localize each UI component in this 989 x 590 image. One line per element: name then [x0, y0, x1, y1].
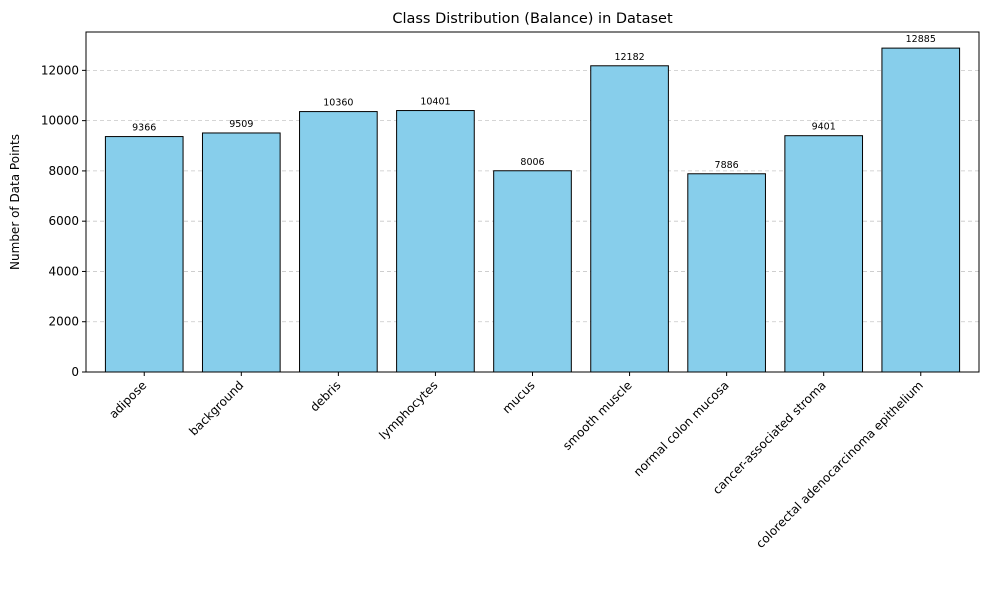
bar-value-label: 8006 [520, 157, 544, 168]
bar-value-label: 7886 [715, 160, 739, 171]
bar-value-label: 10360 [323, 98, 353, 109]
y-tick-label: 4000 [48, 264, 79, 278]
bar [104, 136, 184, 373]
bar-value-label: 9401 [812, 122, 836, 133]
x-tick-label: normal colon mucosa [631, 378, 732, 479]
bar [881, 47, 961, 373]
y-tick-label: 8000 [48, 164, 79, 178]
x-axis: adipose background debris lymphocytes mucus s… [106, 372, 926, 551]
x-tick-label: cancer-associated stroma [710, 378, 829, 497]
x-tick-label: debris [307, 378, 343, 414]
bar-value-label: 12182 [614, 52, 644, 63]
x-tick-label: adipose [106, 378, 149, 421]
y-tick-label: 0 [71, 365, 79, 379]
x-tick-label: mucus [500, 378, 538, 416]
x-tick-label: lymphocytes [376, 378, 440, 442]
y-tick-label: 12000 [41, 63, 79, 77]
x-tick-label: smooth muscle [560, 378, 635, 453]
y-tick-label: 2000 [48, 315, 79, 329]
bar [396, 110, 475, 373]
bar [493, 170, 572, 373]
bar [590, 65, 669, 373]
bar-value-label: 12885 [906, 34, 936, 45]
y-axis-label: Number of Data Points [8, 134, 22, 270]
bar-value-label: 9366 [132, 123, 156, 134]
bars-group [104, 47, 961, 373]
bar [201, 132, 281, 373]
bar-value-label: 10401 [420, 97, 450, 108]
bar-value-label: 9509 [229, 119, 253, 130]
x-tick-label: colorectal adenocarcinoma epithelium [753, 378, 926, 551]
y-axis: 0 2000 4000 6000 8000 10000 12000 [41, 63, 86, 379]
x-tick-label: background [186, 378, 246, 438]
bar [784, 135, 864, 373]
y-tick-label: 6000 [48, 214, 79, 228]
data-labels-group: 9366 9509 10360 10401 8006 12182 7886 9401 12885 [132, 34, 936, 171]
bar [687, 173, 766, 373]
chart-title: Class Distribution (Balance) in Dataset [392, 11, 673, 27]
y-tick-label: 10000 [41, 114, 79, 128]
bar [299, 111, 378, 373]
